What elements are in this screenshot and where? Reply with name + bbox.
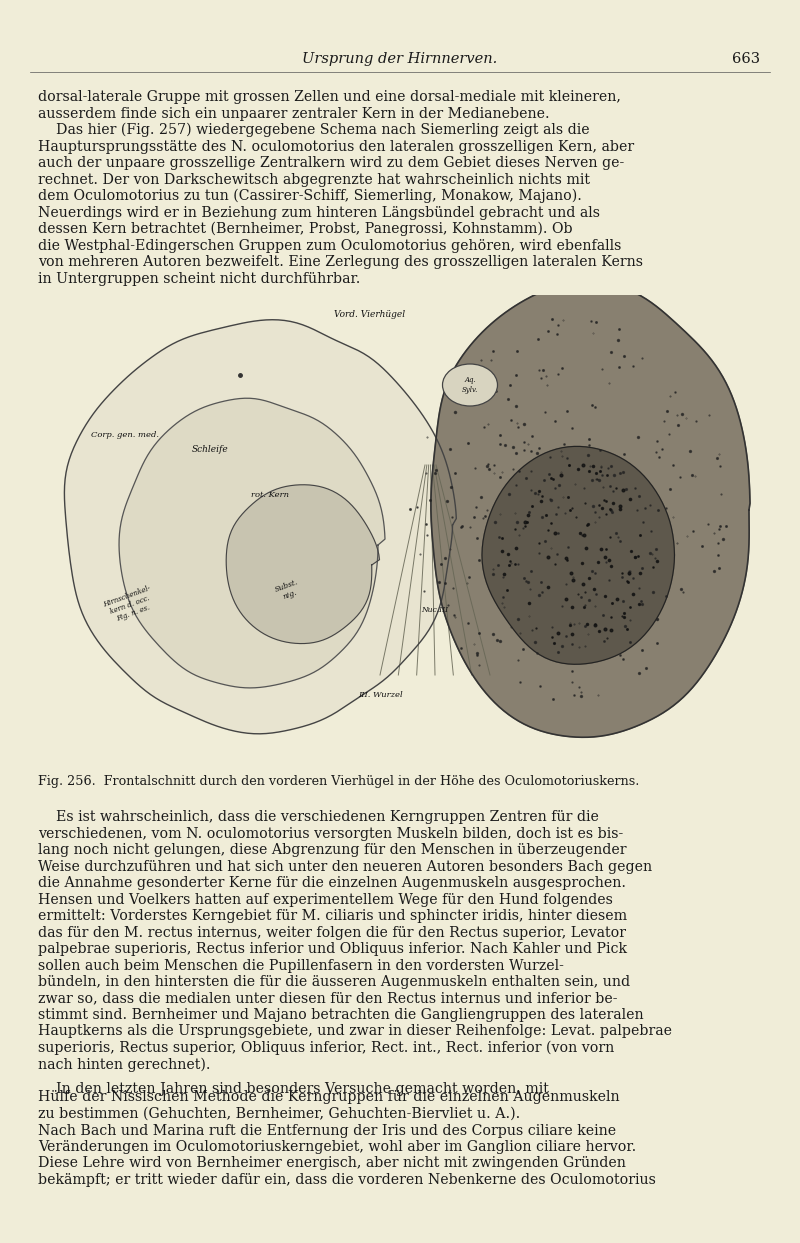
Text: Es ist wahrscheinlich, dass die verschiedenen Kerngruppen Zentren für die: Es ist wahrscheinlich, dass die verschie…: [38, 810, 599, 824]
Text: In den letzten Jahren sind besonders Versuche gemacht worden, mit: In den letzten Jahren sind besonders Ver…: [38, 1081, 549, 1096]
Text: lang noch nicht gelungen, diese Abgrenzung für den Menschen in überzeugender: lang noch nicht gelungen, diese Abgrenzu…: [38, 843, 626, 856]
Text: sollen auch beim Menschen die Pupillenfasern in den vordersten Wurzel-: sollen auch beim Menschen die Pupillenfa…: [38, 958, 564, 972]
Text: Hirnschenkel-
kern d. occ.
Fig. n. es.: Hirnschenkel- kern d. occ. Fig. n. es.: [102, 584, 158, 626]
Text: Corp. gen. med.: Corp. gen. med.: [91, 431, 159, 439]
Polygon shape: [431, 282, 750, 737]
Polygon shape: [482, 446, 674, 664]
Text: Neuerdings wird er in Beziehung zum hinteren Längsbündel gebracht und als: Neuerdings wird er in Beziehung zum hint…: [38, 205, 600, 220]
Text: verschiedenen, vom N. oculomotorius versorgten Muskeln bilden, doch ist es bis-: verschiedenen, vom N. oculomotorius vers…: [38, 827, 623, 840]
Text: auch der unpaare grosszellige Zentralkern wird zu dem Gebiet dieses Nerven ge-: auch der unpaare grosszellige Zentralker…: [38, 157, 624, 170]
Text: dem Oculomotorius zu tun (Cassirer-Schiff, Siemerling, Monakow, Majano).: dem Oculomotorius zu tun (Cassirer-Schif…: [38, 189, 582, 204]
Text: Aq.
Sylv.: Aq. Sylv.: [462, 377, 478, 394]
Text: ausserdem finde sich ein unpaarer zentraler Kern in der Medianebene.: ausserdem finde sich ein unpaarer zentra…: [38, 107, 550, 121]
Polygon shape: [65, 319, 456, 733]
Text: Ursprung der Hirnnerven.: Ursprung der Hirnnerven.: [302, 52, 498, 66]
Text: Hensen und Voelkers hatten auf experimentellem Wege für den Hund folgendes: Hensen und Voelkers hatten auf experimen…: [38, 892, 613, 906]
Text: nach hinten gerechnet).: nach hinten gerechnet).: [38, 1058, 210, 1071]
Text: die Westphal-Edingerschen Gruppen zum Oculomotorius gehören, wird ebenfalls: die Westphal-Edingerschen Gruppen zum Oc…: [38, 239, 622, 252]
Polygon shape: [226, 485, 379, 644]
Text: von mehreren Autoren bezweifelt. Eine Zerlegung des grosszelligen lateralen Kern: von mehreren Autoren bezweifelt. Eine Ze…: [38, 255, 643, 268]
Text: III. Wurzel: III. Wurzel: [358, 691, 402, 699]
Text: Vord. Vierhügel: Vord. Vierhügel: [334, 310, 406, 319]
Text: bündeln, in den hintersten die für die äusseren Augenmuskeln enthalten sein, und: bündeln, in den hintersten die für die ä…: [38, 975, 630, 989]
Text: die Annahme gesonderter Kerne für die einzelnen Augenmuskeln ausgesprochen.: die Annahme gesonderter Kerne für die ei…: [38, 876, 626, 890]
Text: rechnet. Der von Darkschewitsch abgegrenzte hat wahrscheinlich nichts mit: rechnet. Der von Darkschewitsch abgegren…: [38, 173, 590, 186]
Text: Nuc.III: Nuc.III: [422, 607, 449, 614]
Text: Fig. 256.  Frontalschnitt durch den vorderen Vierhügel in der Höhe des Oculomoto: Fig. 256. Frontalschnitt durch den vorde…: [38, 774, 639, 788]
Text: bekämpft; er tritt wieder dafür ein, dass die vorderen Nebenkerne des Oculomotor: bekämpft; er tritt wieder dafür ein, das…: [38, 1173, 656, 1187]
Text: Das hier (Fig. 257) wiedergegebene Schema nach Siemerling zeigt als die: Das hier (Fig. 257) wiedergegebene Schem…: [38, 123, 590, 138]
Text: Veränderungen im Oculomotoriuskerngebiet, wohl aber im Ganglion ciliare hervor.: Veränderungen im Oculomotoriuskerngebiet…: [38, 1140, 636, 1154]
Text: Hauptursprungsstätte des N. oculomotorius den lateralen grosszelligen Kern, aber: Hauptursprungsstätte des N. oculomotoriu…: [38, 139, 634, 153]
Text: superioris, Rectus superior, Obliquus inferior, Rect. int., Rect. inferior (von : superioris, Rectus superior, Obliquus in…: [38, 1040, 614, 1055]
Text: stimmt sind. Bernheimer und Majano betrachten die Gangliengruppen des lateralen: stimmt sind. Bernheimer und Majano betra…: [38, 1008, 644, 1022]
Text: 663: 663: [732, 52, 760, 66]
Text: Nach Bach und Marina ruft die Entfernung der Iris und des Corpus ciliare keine: Nach Bach und Marina ruft die Entfernung…: [38, 1124, 616, 1137]
Text: Subst.
nig.: Subst. nig.: [274, 578, 302, 603]
Text: Diese Lehre wird von Bernheimer energisch, aber nicht mit zwingenden Gründen: Diese Lehre wird von Bernheimer energisc…: [38, 1156, 626, 1171]
Text: rot. Kern: rot. Kern: [251, 491, 289, 498]
Text: das für den M. rectus internus, weiter folgen die für den Rectus superior, Levat: das für den M. rectus internus, weiter f…: [38, 926, 626, 940]
Text: Hauptkerns als die Ursprungsgebiete, und zwar in dieser Reihenfolge: Levat. palp: Hauptkerns als die Ursprungsgebiete, und…: [38, 1024, 672, 1038]
Text: ermittelt: Vorderstes Kerngebiet für M. ciliaris und sphincter iridis, hinter di: ermittelt: Vorderstes Kerngebiet für M. …: [38, 909, 627, 924]
Text: dessen Kern betrachtet (Bernheimer, Probst, Panegrossi, Kohnstamm). Ob: dessen Kern betrachtet (Bernheimer, Prob…: [38, 222, 573, 236]
Text: Schleife: Schleife: [192, 445, 228, 455]
Ellipse shape: [442, 364, 498, 406]
Text: zwar so, dass die medialen unter diesen für den Rectus internus und inferior be-: zwar so, dass die medialen unter diesen …: [38, 992, 618, 1006]
Text: Hülfe der Nisslschen Methode die Kerngruppen für die einzelnen Augenmuskeln: Hülfe der Nisslschen Methode die Kerngru…: [38, 1090, 620, 1105]
Polygon shape: [119, 398, 385, 687]
Text: in Untergruppen scheint nicht durchführbar.: in Untergruppen scheint nicht durchführb…: [38, 271, 360, 286]
Text: Weise durchzuführen und hat sich unter den neueren Autoren besonders Bach gegen: Weise durchzuführen und hat sich unter d…: [38, 859, 652, 874]
Text: palpebrae superioris, Rectus inferior und Obliquus inferior. Nach Kahler und Pic: palpebrae superioris, Rectus inferior un…: [38, 942, 627, 956]
Text: dorsal-laterale Gruppe mit grossen Zellen und eine dorsal-mediale mit kleineren,: dorsal-laterale Gruppe mit grossen Zelle…: [38, 89, 621, 104]
Text: zu bestimmen (Gehuchten, Bernheimer, Gehuchten-Biervliet u. A.).: zu bestimmen (Gehuchten, Bernheimer, Geh…: [38, 1108, 520, 1121]
